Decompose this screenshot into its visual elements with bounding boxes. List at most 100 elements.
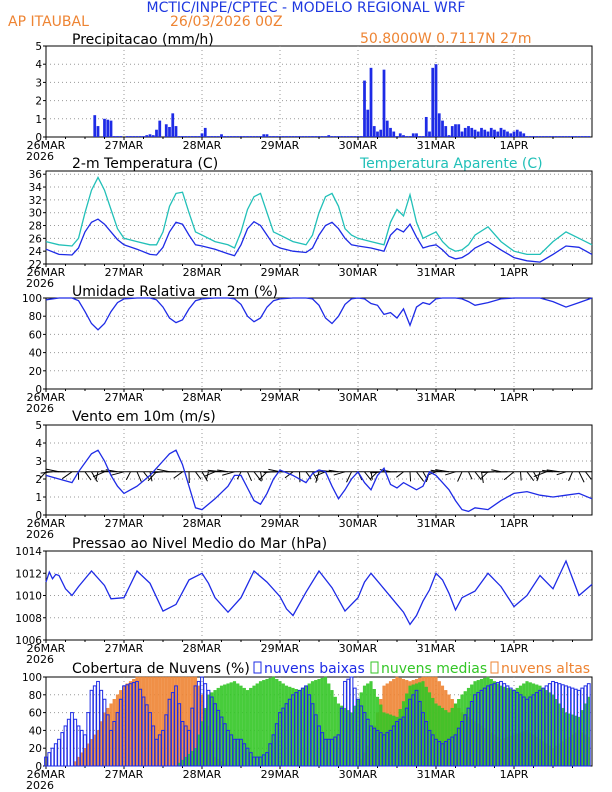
precip-bar bbox=[392, 131, 396, 137]
precip-bar bbox=[285, 136, 288, 137]
precip-bar bbox=[512, 131, 516, 137]
precip-bar bbox=[320, 136, 324, 137]
precip-bar bbox=[564, 136, 568, 137]
clouds-ytick-label: 60 bbox=[29, 708, 42, 720]
precip-bar bbox=[441, 120, 444, 137]
slp-xtick-label: 29MAR bbox=[261, 642, 300, 655]
wind-barb bbox=[284, 471, 294, 479]
precip-bar bbox=[330, 136, 334, 137]
rh-frame bbox=[45, 297, 593, 390]
precip-bar bbox=[548, 136, 552, 137]
precip-bar bbox=[493, 129, 496, 137]
wind-xtick-label: 27MAR bbox=[105, 517, 144, 530]
precip-bar bbox=[571, 136, 574, 137]
temp-ytick-label: 34 bbox=[29, 182, 43, 194]
precip-bar bbox=[398, 133, 402, 137]
precip-bar bbox=[454, 124, 457, 137]
precip-ytick-label: 3 bbox=[35, 77, 42, 89]
precip-bar bbox=[233, 136, 236, 137]
precip-bar bbox=[145, 135, 149, 137]
precip-bar bbox=[447, 135, 451, 137]
precip-bar bbox=[473, 129, 477, 137]
clouds-xtick-label: 26MAR bbox=[27, 768, 66, 781]
wind-barb bbox=[430, 469, 443, 473]
cloud-bar-blue bbox=[586, 683, 591, 767]
header-title: MCTIC/INPE/CPTEC - MODELO REGIONAL WRF bbox=[147, 0, 466, 16]
precip-bar bbox=[119, 136, 123, 137]
precip-bar bbox=[385, 120, 389, 137]
wind-barb bbox=[542, 469, 554, 473]
rh-xtick-label: 28MAR bbox=[183, 391, 222, 404]
wind-barb bbox=[416, 471, 425, 482]
slp-ytick-label: 1008 bbox=[15, 613, 42, 625]
wind-barb bbox=[445, 471, 456, 476]
precip-bar bbox=[288, 136, 292, 137]
rh-ytick-label: 0 bbox=[35, 384, 42, 396]
precip-bar bbox=[421, 136, 425, 137]
wind-ytick-label: 3 bbox=[35, 456, 42, 468]
wind-barb bbox=[92, 471, 105, 478]
precip-bar bbox=[220, 134, 223, 137]
precip-bar bbox=[262, 134, 266, 137]
wind-barb bbox=[370, 471, 385, 474]
wind-barb bbox=[578, 471, 585, 483]
cloud-bar-green bbox=[255, 683, 259, 767]
precip-bar bbox=[402, 135, 405, 137]
slp-year-label: 2026 bbox=[26, 653, 54, 666]
precip-bar bbox=[551, 136, 555, 137]
precip-bar bbox=[535, 136, 539, 137]
precip-bar bbox=[437, 113, 441, 137]
wind-ytick-label: 1 bbox=[35, 492, 42, 504]
precip-bar bbox=[541, 136, 545, 137]
precip-xtick-label: 31MAR bbox=[417, 139, 456, 152]
precip-bar bbox=[103, 118, 106, 137]
wind-barb bbox=[520, 471, 522, 481]
precip-bar bbox=[496, 131, 500, 137]
precip-bar bbox=[278, 136, 282, 137]
precip-bar bbox=[450, 126, 454, 137]
wind-barb bbox=[346, 471, 352, 483]
precip-bar bbox=[519, 131, 522, 137]
wind-barb bbox=[204, 471, 216, 477]
temp-series-line bbox=[45, 175, 593, 256]
wind-barb bbox=[222, 471, 235, 476]
wind-barb bbox=[105, 469, 118, 473]
wind-barb bbox=[474, 471, 482, 481]
clouds-year-label: 2026 bbox=[26, 779, 54, 792]
precip-bar bbox=[200, 133, 204, 137]
precip-bar bbox=[577, 136, 581, 137]
legend-mid-label: nuvens medias bbox=[381, 661, 487, 677]
precip-bar bbox=[444, 126, 448, 137]
precip-bar bbox=[249, 136, 253, 137]
wind-xtick-label: 28MAR bbox=[183, 517, 222, 530]
wind-barb bbox=[546, 469, 560, 473]
precip-bar bbox=[431, 67, 435, 137]
precip-bar bbox=[411, 133, 415, 137]
rh-ytick-label: 100 bbox=[22, 293, 42, 305]
precip-bar bbox=[333, 136, 337, 137]
precip-bar bbox=[506, 131, 509, 137]
precip-bar bbox=[515, 129, 519, 137]
temp-ytick-label: 22 bbox=[29, 259, 42, 271]
precip-bar bbox=[132, 136, 136, 137]
precip-xtick-label: 28MAR bbox=[183, 139, 222, 152]
precip-ytick-label: 0 bbox=[35, 132, 42, 144]
wind-barb bbox=[409, 471, 412, 482]
slp-ytick-label: 1012 bbox=[15, 568, 42, 580]
wind-ytick-label: 2 bbox=[35, 474, 42, 486]
precip-bar bbox=[584, 136, 587, 137]
precip-xtick-label: 26MAR bbox=[27, 139, 66, 152]
wind-series-line bbox=[45, 449, 593, 513]
wind-barb bbox=[110, 471, 125, 476]
wind-barb bbox=[435, 469, 450, 473]
rh-ytick-label: 20 bbox=[29, 366, 42, 378]
legend-swatch-mid bbox=[370, 661, 379, 674]
precip-ytick-label: 2 bbox=[35, 96, 42, 108]
wind-xtick-label: 26MAR bbox=[27, 517, 66, 530]
header-run: 26/03/2026 00Z bbox=[170, 14, 283, 30]
clouds-xtick-label: 27MAR bbox=[105, 768, 144, 781]
temp-ytick-label: 28 bbox=[29, 221, 42, 233]
precip-bar bbox=[483, 129, 487, 137]
wind-barb bbox=[536, 471, 541, 482]
